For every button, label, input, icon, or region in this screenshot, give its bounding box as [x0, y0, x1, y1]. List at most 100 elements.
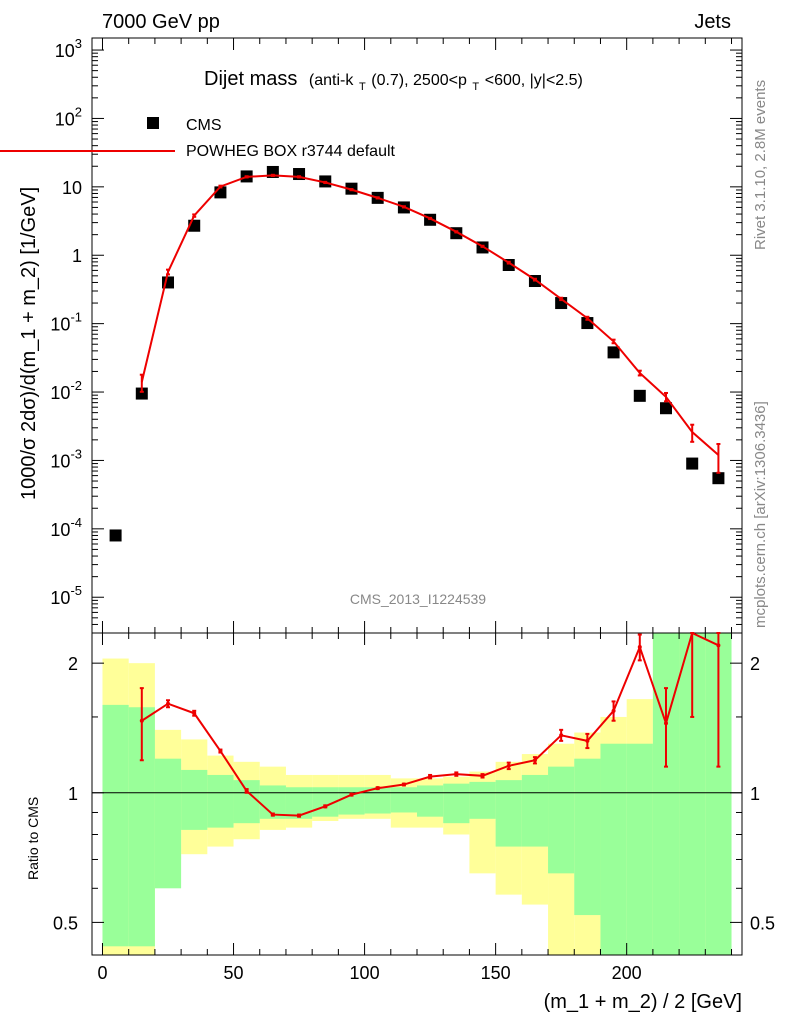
ratio-band-inner	[233, 780, 260, 824]
ratio-point	[559, 733, 564, 738]
y-tick-label: 10-5	[50, 583, 82, 608]
ratio-point	[611, 708, 616, 713]
ratio-point	[637, 645, 642, 650]
x-tick-label: 50	[224, 963, 244, 983]
ratio-y-axis-label: Ratio to CMS	[25, 797, 41, 880]
y-tick-label: 10-1	[50, 310, 82, 335]
x-tick-label: 0	[97, 963, 107, 983]
ratio-band-inner	[626, 743, 653, 955]
y-tick-label: 1	[72, 246, 82, 266]
ratio-point	[716, 643, 721, 648]
ratio-point	[454, 772, 459, 777]
ratio-point	[480, 773, 485, 778]
legend-marker-cms	[147, 117, 159, 129]
ratio-point	[166, 701, 171, 706]
process-label: Jets	[694, 11, 731, 33]
ratio-band-inner	[574, 758, 601, 916]
chart-title-sub-b: (0.7), 2500<p	[371, 72, 467, 89]
y-tick-label-exponent: -3	[70, 446, 82, 461]
ratio-tick-label-right: 2	[750, 654, 760, 674]
ratio-band-inner	[102, 704, 129, 947]
analysis-id: CMS_2013_I1224539	[350, 591, 486, 607]
chart-marks	[109, 165, 725, 818]
y-tick-label-base: 10	[55, 41, 75, 61]
y-tick-label: 10-2	[50, 378, 82, 403]
legend-label-cms: CMS	[186, 117, 222, 134]
ratio-band-inner	[469, 781, 496, 819]
y-tick-label-base: 1	[72, 246, 82, 266]
ratio-point	[270, 812, 275, 817]
ratio-tick-label-left: 2	[68, 654, 78, 674]
data-point-cms	[135, 387, 148, 400]
ratio-tick-label-right: 0.5	[750, 913, 775, 933]
ratio-band-inner	[652, 633, 680, 955]
chart-title-sub-b-sub: T	[472, 81, 479, 93]
y-tick-label: 10-4	[50, 515, 82, 540]
x-tick-label: 150	[481, 963, 511, 983]
chart-title-sub-a-sub: T	[359, 81, 366, 93]
ratio-band-inner	[548, 766, 575, 874]
ratio-band-inner	[443, 783, 470, 824]
ratio-point	[139, 718, 144, 723]
ratio-tick-label-left: 1	[68, 784, 78, 804]
ratio-band-inner	[495, 780, 522, 847]
y-tick-label-base: 10	[50, 520, 70, 540]
x-axis-label: (m_1 + m_2) / 2 [GeV]	[544, 991, 742, 1013]
ratio-point	[323, 804, 328, 809]
data-point-cms	[502, 258, 515, 271]
ratio-band-inner	[181, 769, 208, 830]
ratio-point	[506, 763, 511, 768]
y-axis-label: 1000/σ 2dσ)/d(m_1 + m_2) [1/GeV]	[18, 187, 40, 500]
ratio-uncertainty-bands	[102, 633, 732, 955]
y-tick-label-base: 10	[50, 451, 70, 471]
energy-label: 7000 GeV pp	[102, 11, 220, 33]
rivet-info-label: Rivet 3.1.10, 2.8M events	[752, 80, 769, 250]
y-tick-label-base: 10	[62, 178, 82, 198]
ratio-band-inner	[364, 787, 391, 814]
data-point-cms	[633, 389, 646, 402]
y-tick-label: 10-3	[50, 446, 82, 471]
data-point-cms	[686, 457, 699, 470]
y-tick-label-exponent: -5	[70, 583, 82, 598]
chart-title-sub-a: (anti-k	[309, 72, 354, 89]
y-tick-label-exponent: -4	[70, 515, 82, 530]
ratio-tick-label-right: 1	[750, 784, 760, 804]
ratio-band-inner	[521, 774, 549, 847]
data-point-cms	[712, 472, 725, 485]
y-tick-label-exponent: 2	[75, 104, 82, 119]
x-tick-label: 200	[612, 963, 642, 983]
data-point-cms	[659, 402, 672, 415]
ratio-point	[375, 786, 380, 791]
ratio-point	[192, 711, 197, 716]
ratio-band-inner	[338, 787, 365, 815]
ratio-tick-label-left: 0.5	[53, 913, 78, 933]
ratio-band-inner	[417, 785, 444, 817]
ratio-point	[585, 738, 590, 743]
ratio-point	[663, 721, 668, 726]
ratio-band-inner	[600, 743, 627, 955]
y-tick-label: 102	[55, 104, 82, 129]
y-tick-label: 103	[55, 36, 82, 61]
axes-ticks: 0 50 100 150 20010-510-410-310-210-111010210…	[50, 36, 775, 983]
ratio-band-inner	[207, 774, 234, 828]
chart-title-main: Dijet mass	[204, 68, 297, 90]
ratio-band-inner	[390, 787, 417, 813]
chart-title-sub-c: <600, |y|<2.5)	[485, 72, 583, 89]
ratio-point	[532, 758, 537, 763]
ratio-point	[401, 782, 406, 787]
ratio-point	[349, 792, 354, 797]
y-tick-label-base: 10	[50, 383, 70, 403]
source-info-label: mcplots.cern.ch [arXiv:1306.3436]	[752, 401, 769, 628]
ratio-point	[428, 774, 433, 779]
y-tick-label-base: 10	[50, 588, 70, 608]
ratio-point	[218, 749, 223, 754]
data-point-cms	[109, 529, 122, 542]
chart-title: Dijet mass (anti-k T (0.7), 2500<p T <60…	[204, 68, 583, 95]
legend-label-powheg: POWHEG BOX r3744 default	[186, 143, 396, 160]
y-tick-label-base: 10	[50, 315, 70, 335]
ratio-point	[244, 788, 249, 793]
y-tick-label: 10	[62, 178, 82, 198]
y-tick-label-base: 10	[55, 109, 75, 129]
y-tick-label-exponent: 3	[75, 36, 82, 51]
